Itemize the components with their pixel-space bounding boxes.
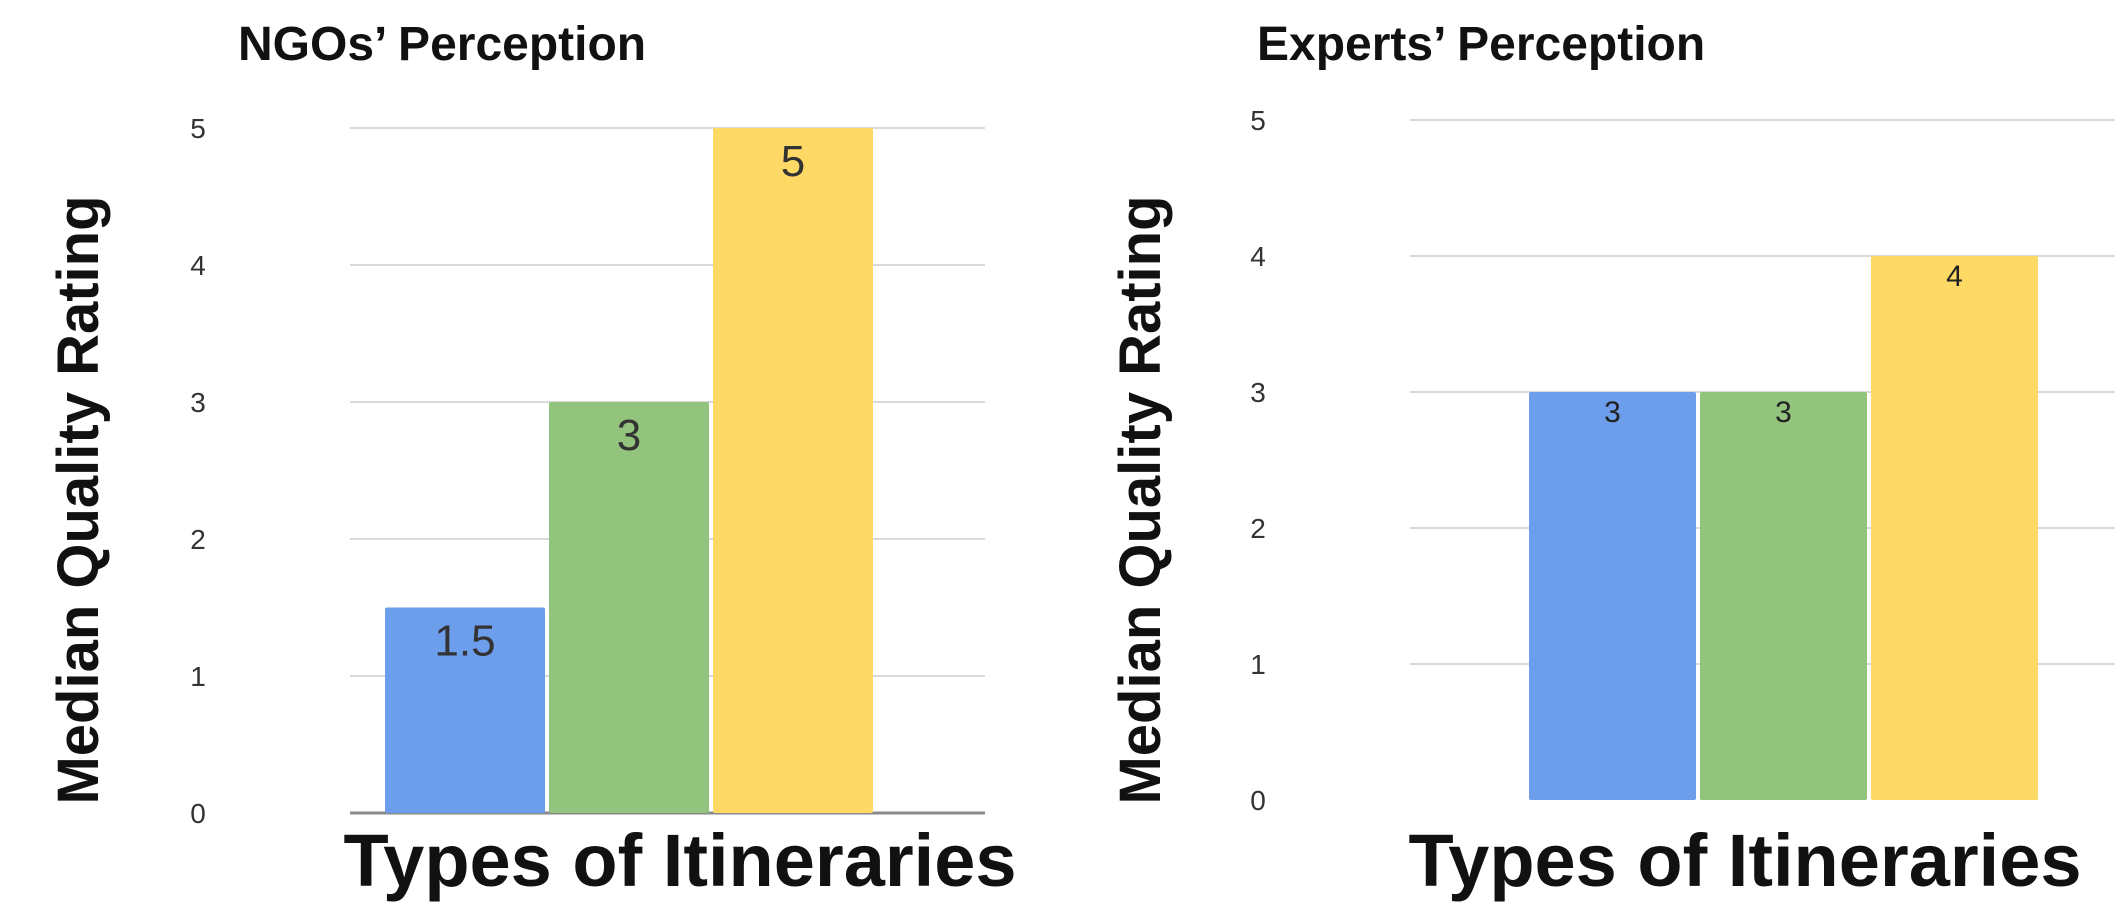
data-label: 3 [617, 411, 641, 460]
panel-ngos: NGOs’ Perception Median Quality Rating T… [46, 18, 1017, 902]
data-label: 3 [1775, 396, 1792, 429]
data-label: 4 [1946, 260, 1963, 293]
y-tick-label: 4 [190, 250, 206, 281]
y-tick-label: 5 [190, 113, 206, 144]
y-tick-label: 2 [190, 524, 206, 555]
y-tick-label: 3 [1250, 377, 1266, 408]
data-labels: 3 3 4 [1604, 260, 1963, 429]
x-axis-label: Types of Itineraries [343, 819, 1016, 902]
y-tick-label: 1 [1250, 649, 1266, 680]
y-axis-label: Median Quality Rating [46, 195, 111, 804]
y-tick-labels: 0 1 2 3 4 5 [1250, 105, 1266, 816]
bar [549, 402, 709, 813]
bars [385, 128, 873, 813]
y-tick-label: 1 [190, 661, 206, 692]
panel-title: Experts’ Perception [1257, 18, 1705, 71]
x-axis-label: Types of Itineraries [1408, 819, 2081, 902]
bar [1871, 256, 2038, 800]
bar [385, 607, 545, 813]
panel-title: NGOs’ Perception [238, 18, 646, 71]
y-axis-label: Median Quality Rating [1108, 195, 1173, 804]
data-labels: 1.5 3 5 [434, 137, 805, 666]
bar [713, 128, 873, 813]
bar [1529, 392, 1696, 800]
bars [1529, 256, 2038, 800]
y-tick-label: 0 [190, 798, 206, 829]
data-label: 5 [781, 137, 805, 186]
y-tick-label: 0 [1250, 785, 1266, 816]
y-tick-label: 4 [1250, 241, 1266, 272]
bar [1700, 392, 1867, 800]
y-tick-label: 2 [1250, 513, 1266, 544]
y-tick-label: 5 [1250, 105, 1266, 136]
data-label: 3 [1604, 396, 1621, 429]
data-label: 1.5 [434, 617, 495, 666]
panel-experts: Experts’ Perception Median Quality Ratin… [1108, 18, 2115, 902]
y-tick-labels: 0 1 2 3 4 5 [190, 113, 206, 829]
y-tick-label: 3 [190, 387, 206, 418]
